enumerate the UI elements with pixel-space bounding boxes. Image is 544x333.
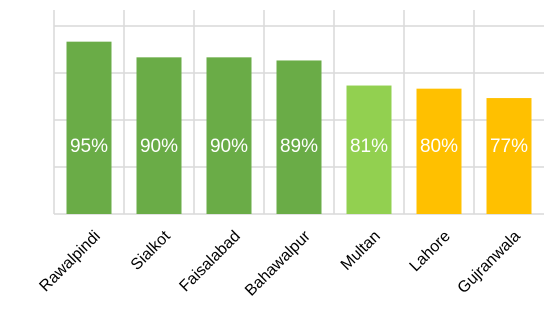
- data-label-sialkot: 90%: [140, 136, 178, 157]
- category-label-faisalabad: Faisalabad: [176, 228, 243, 295]
- category-label-multan: Multan: [338, 228, 384, 274]
- data-label-lahore: 80%: [420, 136, 458, 157]
- bar-rawalpindi: [66, 41, 112, 214]
- category-label-lahore: Lahore: [407, 228, 454, 275]
- data-label-faisalabad: 90%: [210, 136, 248, 157]
- category-label-bahawalpur: Bahawalpur: [242, 227, 314, 299]
- category-label-sialkot: Sialkot: [128, 227, 174, 273]
- bar-gujranwala: [486, 98, 532, 214]
- data-label-gujranwala: 77%: [490, 136, 528, 157]
- bar-lahore: [416, 88, 462, 214]
- data-label-bahawalpur: 89%: [280, 136, 318, 157]
- bar-bahawalpur: [276, 60, 322, 214]
- data-label-multan: 81%: [350, 136, 388, 157]
- category-label-gujranwala: Gujranwala: [455, 228, 524, 297]
- category-label-rawalpindi: Rawalpindi: [36, 228, 103, 295]
- bar-faisalabad: [206, 57, 252, 215]
- data-label-rawalpindi: 95%: [70, 136, 108, 157]
- bars: [66, 41, 532, 215]
- bar-multan: [346, 85, 392, 215]
- value-labels: 95% 90% 90% 89% 81% 80% 77%: [70, 136, 528, 157]
- bar-sialkot: [136, 57, 182, 215]
